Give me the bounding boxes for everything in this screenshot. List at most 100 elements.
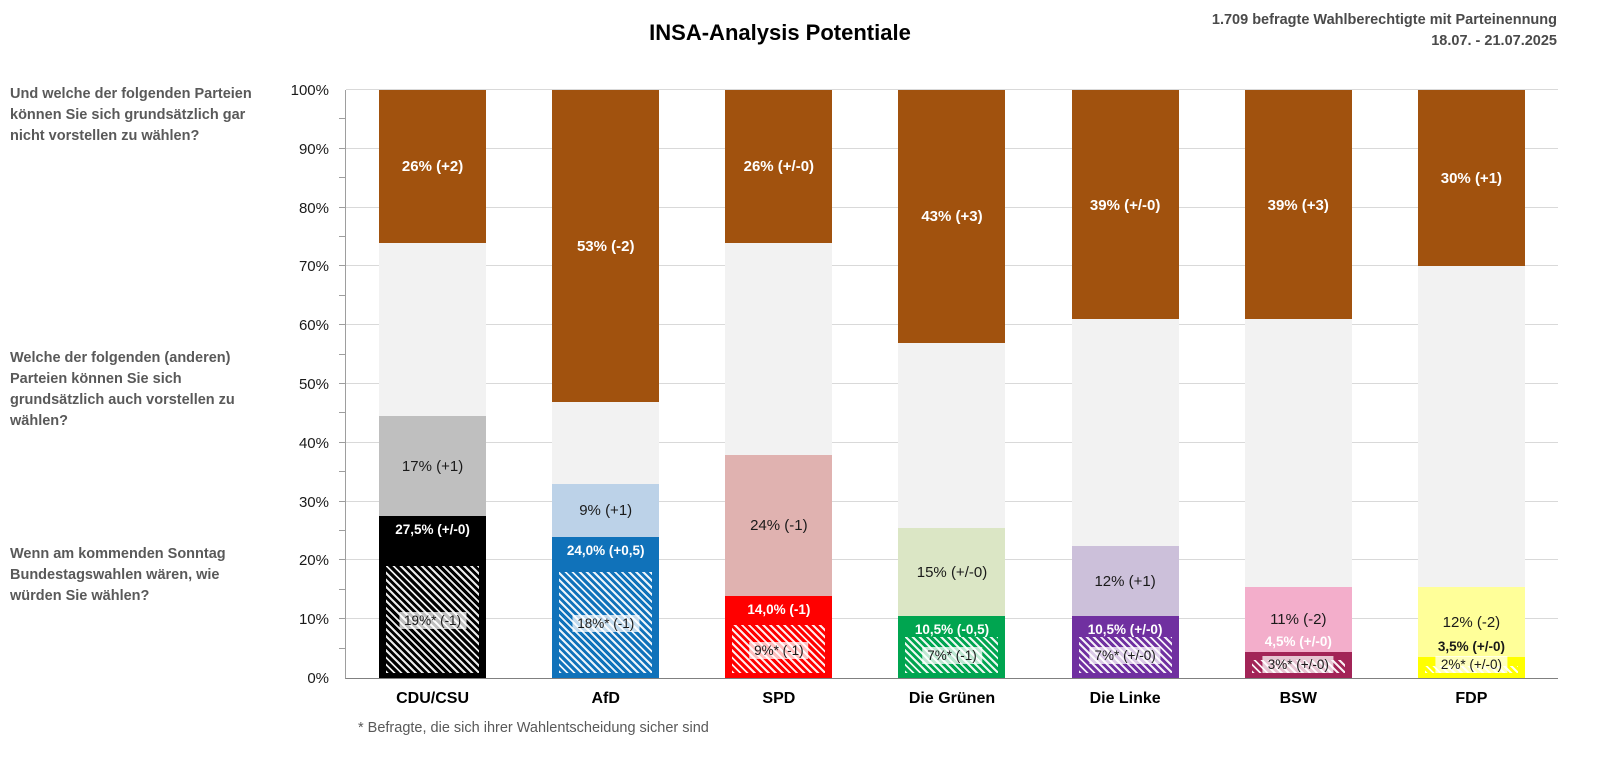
segment-rest xyxy=(1244,319,1352,587)
axis-tick-50 xyxy=(339,383,346,384)
reject-label: 53% (-2) xyxy=(576,237,635,255)
axis-tick-65 xyxy=(339,294,346,296)
sure-label: 2%* (+/-0) xyxy=(1435,656,1507,673)
axis-tick-5 xyxy=(339,647,346,649)
potential-label: 24% (-1) xyxy=(750,517,808,535)
reject-label: 30% (+1) xyxy=(1440,170,1503,188)
segment-reject xyxy=(552,90,660,402)
segment-rest xyxy=(552,401,660,484)
segment-reject xyxy=(898,90,1006,343)
potential-label: 17% (+1) xyxy=(401,458,464,476)
axis-tick-10 xyxy=(339,618,346,620)
plot-area: 27,5% (+/-0) 19%* (-1) 17% (+1) 26% (+2) CDU… xyxy=(339,89,1558,707)
y-axis-label-0: 0% xyxy=(307,670,329,687)
segment-sure-hatch xyxy=(732,625,826,673)
bars-container: 27,5% (+/-0) 19%* (-1) 17% (+1) 26% (+2) CDU… xyxy=(346,90,1558,707)
segment-potential xyxy=(898,528,1006,617)
vote-label: 10,5% (-0,5) xyxy=(914,622,990,638)
bar-slot-2: 14,0% (-1) 9%* (-1) 24% (-1) 26% (+/-0) SPD xyxy=(692,90,865,707)
y-axis-label-70: 70% xyxy=(298,258,329,276)
bar-6: 3,5% (+/-0) 2%* (+/-0) 12% (-2) 30% (+1) xyxy=(1417,90,1525,678)
reject-label: 39% (+3) xyxy=(1267,196,1329,214)
sure-label: 7%* (+/-0) xyxy=(1089,647,1161,665)
segment-rest xyxy=(898,342,1006,529)
axis-tick-45 xyxy=(339,412,346,414)
axis-tick-35 xyxy=(339,471,346,473)
axis-tick-60 xyxy=(339,324,346,326)
gridline-100 xyxy=(346,89,1558,90)
x-axis-label-6: FDP xyxy=(1455,690,1488,707)
x-axis-label-3: Die Grünen xyxy=(908,690,996,707)
potential-label: 15% (+/-0) xyxy=(916,564,988,582)
axis-tick-75 xyxy=(339,236,346,237)
segment-potential xyxy=(379,416,487,517)
y-axis-label-10: 10% xyxy=(298,611,329,629)
potential-label: 11% (-2) xyxy=(1270,611,1327,629)
segment-reject xyxy=(1417,90,1525,267)
sure-label: 18%* (-1) xyxy=(572,615,640,633)
bar-slot-5: 4,5% (+/-0) 3%* (+/-0) 11% (-2) 39% (+3) BSW xyxy=(1212,90,1385,707)
y-axis-label-80: 80% xyxy=(298,199,329,217)
bar-slot-1: 24,0% (+0,5) 18%* (-1) 9% (+1) 53% (-2) AfD xyxy=(519,90,692,707)
segment-rest xyxy=(1071,319,1179,546)
footnote: * Befragte, die sich ihrer Wahlentscheid… xyxy=(358,720,709,736)
axis-tick-90 xyxy=(339,147,346,149)
vote-label: 24,0% (+0,5) xyxy=(566,542,645,558)
bar-2: 14,0% (-1) 9%* (-1) 24% (-1) 26% (+/-0) xyxy=(725,90,833,678)
segment-reject xyxy=(379,90,487,243)
axis-tick-95 xyxy=(339,118,346,120)
sure-label: 7%* (-1) xyxy=(922,647,982,665)
bar-slot-3: 10,5% (-0,5) 7%* (-1) 15% (+/-0) 43% (+3) Di… xyxy=(865,90,1038,707)
bar-slot-0: 27,5% (+/-0) 19%* (-1) 17% (+1) 26% (+2) CDU… xyxy=(346,90,519,707)
bar-slot-6: 3,5% (+/-0) 2%* (+/-0) 12% (-2) 30% (+1) FDP xyxy=(1385,90,1558,707)
reject-label: 43% (+3) xyxy=(921,208,983,226)
sample-note-line1: 1.709 befragte Wahlberechtigte mit Parte… xyxy=(1211,12,1557,28)
y-axis-label-50: 50% xyxy=(298,376,329,393)
segment-reject xyxy=(1071,90,1179,320)
segment-rest xyxy=(1417,266,1525,587)
question-vote: Wenn am kommenden Sonntag Bundestagswahl… xyxy=(10,546,226,604)
x-axis-label-0: CDU/CSU xyxy=(396,690,470,707)
reject-label: 26% (+/-0) xyxy=(743,158,815,176)
reject-label: 26% (+2) xyxy=(401,158,464,176)
segment-potential xyxy=(552,483,660,537)
segment-rest xyxy=(379,242,487,417)
y-axis-label-40: 40% xyxy=(298,434,329,452)
axis-tick-85 xyxy=(339,177,346,179)
segment-potential xyxy=(725,454,833,596)
sample-note-line2: 18.07. - 21.07.2025 xyxy=(1431,33,1557,49)
axis-tick-55 xyxy=(339,353,346,355)
y-axis-label-100: 100% xyxy=(290,82,329,99)
axis-tick-80 xyxy=(339,206,346,208)
x-axis-label-1: AfD xyxy=(591,690,620,707)
page-title: INSA-Analysis Potentiale xyxy=(649,20,911,45)
y-axis-label-30: 30% xyxy=(298,493,329,511)
segment-rest xyxy=(725,242,833,455)
bar-slot-4: 10,5% (+/-0) 7%* (+/-0) 12% (+1) 39% (+/-0)… xyxy=(1039,90,1212,707)
segment-reject xyxy=(1244,90,1352,320)
axis-tick-70 xyxy=(339,265,346,267)
bar-5: 4,5% (+/-0) 3%* (+/-0) 11% (-2) 39% (+3) xyxy=(1244,90,1352,678)
bar-3: 10,5% (-0,5) 7%* (-1) 15% (+/-0) 43% (+3) xyxy=(898,90,1006,678)
axis-tick-20 xyxy=(339,559,346,561)
x-axis-label-4: Die Linke xyxy=(1089,690,1161,707)
vote-label: 3,5% (+/-0) xyxy=(1437,639,1505,655)
sample-note: 1.709 befragte Wahlberechtigte mit Parte… xyxy=(1212,10,1557,52)
y-axis-label-20: 20% xyxy=(298,552,329,570)
bar-0: 27,5% (+/-0) 19%* (-1) 17% (+1) 26% (+2) xyxy=(379,90,487,678)
sure-label: 19%* (-1) xyxy=(399,612,467,630)
axis-tick-15 xyxy=(339,588,346,590)
segment-potential xyxy=(1244,586,1352,652)
y-axis-label-90: 90% xyxy=(298,140,329,158)
vote-label: 4,5% (+/-0) xyxy=(1264,633,1332,649)
bar-1: 24,0% (+0,5) 18%* (-1) 9% (+1) 53% (-2) xyxy=(552,90,660,678)
vote-label: 27,5% (+/-0) xyxy=(395,522,470,538)
y-axis: 0% 10% 20% 30% 40% 50% 60% 70% 80% 90% 100% xyxy=(262,82,337,687)
segment-potential xyxy=(1071,545,1179,617)
potential-label: 12% (+1) xyxy=(1094,572,1156,590)
sure-label: 9%* (-1) xyxy=(749,641,809,659)
reject-label: 39% (+/-0) xyxy=(1089,196,1161,214)
bar-4: 10,5% (+/-0) 7%* (+/-0) 12% (+1) 39% (+/-0) xyxy=(1071,90,1179,678)
x-axis-label-2: SPD xyxy=(762,690,796,707)
